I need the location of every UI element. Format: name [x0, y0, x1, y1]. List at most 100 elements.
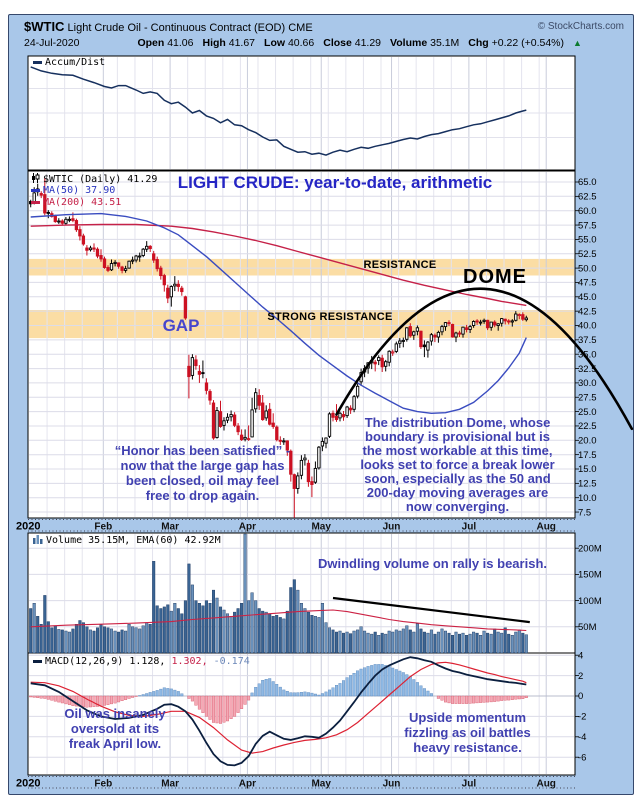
candle-body — [99, 255, 103, 260]
volume-bar — [169, 610, 173, 654]
volume-bar — [461, 632, 465, 654]
volume-bar — [180, 613, 184, 654]
y-axis-label: -4 — [578, 732, 586, 743]
candle-body — [299, 459, 304, 476]
candle-body — [468, 326, 472, 330]
candle-body — [197, 370, 202, 375]
candle-body — [510, 320, 514, 323]
candle-body — [443, 322, 448, 328]
change-up-icon: ▲ — [573, 38, 582, 48]
macd-histogram-bar — [113, 695, 117, 704]
macd-histogram-bar — [145, 693, 149, 697]
macd-histogram-bar — [429, 693, 433, 697]
candle-body — [482, 319, 486, 322]
ma50-legend-label: MA(50) 37.90 — [43, 185, 116, 196]
candle-body — [292, 474, 296, 489]
volume-bar — [289, 587, 293, 654]
macd-legend-label: MACD(12,26,9) — [45, 656, 124, 667]
volume-bar — [278, 617, 282, 654]
volume-bar — [366, 632, 370, 654]
volume-bar — [510, 635, 514, 654]
volume-bar — [197, 603, 201, 654]
x-axis-month: Aug — [536, 522, 555, 533]
volume-bar — [102, 626, 106, 654]
macd-histogram-bar — [436, 695, 440, 699]
macd-histogram-bar — [363, 667, 367, 697]
candle-body — [169, 286, 173, 298]
macd-histogram-bar — [278, 686, 282, 697]
macd-histogram-bar — [229, 695, 233, 719]
macd-histogram-bar — [444, 695, 448, 703]
candle-body — [201, 372, 205, 375]
candle-body — [485, 319, 490, 329]
volume-bar — [57, 629, 61, 654]
candle-body — [457, 332, 462, 335]
candle-body — [218, 411, 223, 427]
candle-body — [507, 320, 511, 323]
candle-body — [239, 434, 244, 441]
macd-histogram-bar — [243, 695, 247, 705]
macd-histogram-bar — [268, 678, 272, 697]
candle-body — [464, 327, 469, 330]
candle-body — [183, 296, 188, 319]
candle-body — [454, 332, 458, 338]
volume-bar — [240, 603, 244, 654]
macd-histogram-bar — [468, 695, 472, 704]
candle-body — [173, 283, 177, 287]
candle-body — [289, 450, 293, 475]
volume-bar — [74, 624, 78, 654]
volume-bar — [493, 628, 497, 654]
macd-histogram-bar — [176, 691, 180, 697]
candle-body — [521, 314, 525, 320]
x-axis-month: May — [311, 522, 331, 533]
candle-body — [500, 318, 504, 324]
candle-body — [384, 361, 388, 367]
volume-bar — [489, 633, 493, 654]
macd-histogram-bar — [43, 695, 47, 699]
candle-body — [447, 322, 451, 325]
macd-histogram-bar — [359, 668, 363, 697]
y-axis-label: 30.0 — [578, 378, 597, 389]
volume-trendline — [332, 596, 530, 624]
candle-body — [134, 255, 138, 261]
macd-histogram-bar — [131, 695, 135, 698]
volume-bar — [468, 633, 472, 654]
candle-body — [493, 321, 497, 326]
macd-histogram-bar — [465, 695, 469, 704]
volume-bar — [352, 630, 356, 654]
x-axis-month: Feb — [94, 522, 112, 533]
macd-histogram-bar — [440, 695, 444, 701]
candle-body — [471, 321, 476, 326]
volume-bar — [342, 632, 346, 654]
candle-body — [334, 415, 339, 421]
macd-histogram-bar — [99, 695, 103, 707]
volume-bar — [225, 613, 229, 654]
macd-histogram-bar — [46, 695, 50, 700]
macd-histogram-bar — [29, 695, 33, 698]
y-axis-label: 100M — [578, 596, 602, 607]
volume-bar — [412, 631, 416, 654]
volume-bar — [356, 629, 360, 654]
candle-body — [215, 410, 219, 438]
x-axis-year: 2020 — [16, 521, 40, 533]
volume-bar — [313, 616, 317, 654]
volume-bar — [299, 603, 303, 654]
x-axis-month: May — [311, 779, 331, 790]
y-axis-label: 7.5 — [578, 507, 591, 518]
y-axis-label: 0 — [578, 691, 583, 702]
volume-bar — [176, 608, 180, 654]
candle-body — [67, 218, 72, 221]
candle-body — [317, 446, 321, 469]
chart-title: LIGHT CRUDE: year-to-date, arithmetic — [177, 173, 493, 192]
y-axis-label: 17.5 — [578, 450, 597, 461]
candle-body — [352, 396, 356, 410]
volume-bar — [380, 632, 384, 654]
candle-body — [246, 438, 251, 441]
copyright: © StockCharts.com — [537, 21, 624, 32]
volume-bar — [138, 628, 142, 654]
candle-body — [162, 275, 166, 286]
macd-histogram-bar — [148, 692, 152, 697]
candle-body — [377, 357, 381, 361]
macd-histogram-bar — [138, 695, 142, 697]
